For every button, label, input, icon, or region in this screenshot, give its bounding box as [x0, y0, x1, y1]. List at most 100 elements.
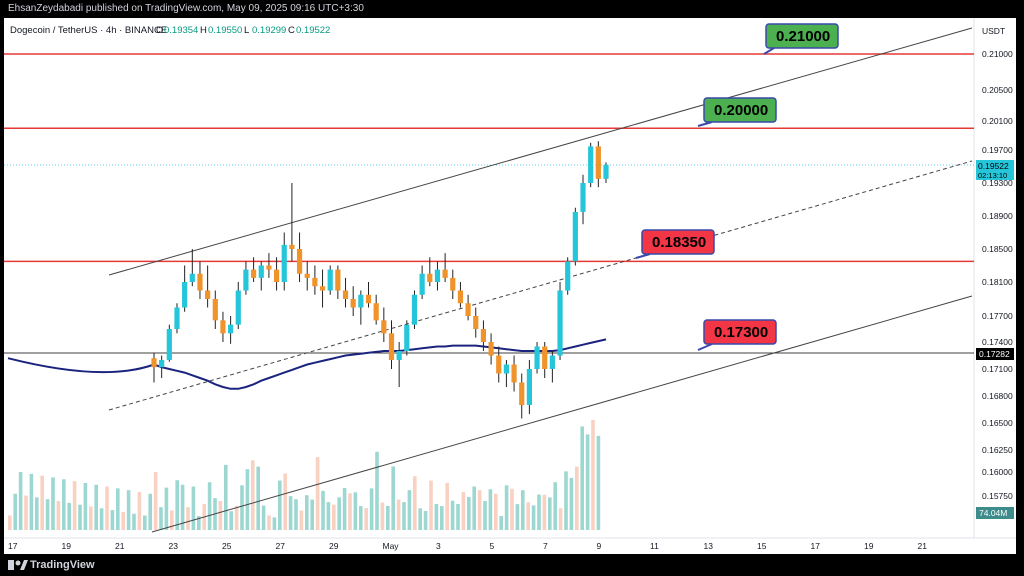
price-tick: 0.17400 — [982, 337, 1013, 347]
candle-body — [228, 324, 234, 334]
candle-body — [457, 290, 464, 304]
volume-bar — [35, 497, 39, 530]
price-ticks: 0.21000 0.20500 0.20100 0.19700 0.19300 0.189… — [982, 49, 1013, 501]
brand-bar: TradingView — [0, 554, 1024, 576]
candle-body — [427, 273, 433, 282]
candle-body — [565, 261, 571, 291]
candle-body — [197, 273, 203, 291]
volume-bar — [45, 499, 50, 530]
volume-bar — [591, 420, 595, 530]
volume-bar — [342, 488, 347, 530]
volume-bar — [364, 508, 368, 530]
volume-bar — [89, 506, 93, 530]
volume-bar — [310, 499, 314, 530]
price-tick: 0.18900 — [982, 211, 1013, 221]
candle-body — [327, 269, 333, 291]
level-badge-label: 0.21000 — [776, 28, 830, 45]
candle-body — [250, 269, 257, 278]
candle-body — [235, 290, 241, 325]
ma-price-badge — [976, 348, 1014, 360]
publisher-text: EhsanZeydabadi published on TradingView.… — [8, 3, 364, 14]
volume-bar — [83, 482, 88, 530]
candle-body — [572, 211, 578, 262]
candle-body — [411, 294, 418, 325]
candle-body — [442, 269, 448, 278]
price-tick: 0.20500 — [982, 85, 1013, 95]
candle-body — [159, 360, 165, 368]
volume-bar — [504, 485, 509, 530]
volume-bar — [8, 515, 12, 530]
volume-bars — [8, 420, 601, 530]
volume-bar — [126, 490, 131, 530]
candle-body — [542, 346, 548, 369]
volume-bar — [569, 477, 574, 530]
volume-bar — [375, 451, 379, 530]
candle-body — [373, 303, 379, 321]
volume-bar — [267, 515, 271, 530]
volume-bar — [542, 494, 547, 530]
volume-bar — [359, 506, 363, 530]
candle-body — [273, 269, 280, 282]
level-badge-label: 0.17300 — [714, 324, 768, 341]
volume-bar — [467, 497, 471, 530]
candle-body — [534, 346, 540, 369]
current-price-badge — [976, 160, 1014, 180]
volume-bar — [132, 513, 136, 530]
volume-bar — [116, 488, 120, 530]
volume-bar — [596, 435, 601, 530]
date-tick: 3 — [436, 541, 441, 551]
volume-bar — [386, 505, 390, 530]
date-tick: 21 — [115, 541, 125, 551]
volume-bar — [396, 499, 401, 530]
price-tick: 0.16000 — [982, 467, 1013, 477]
candle-body — [289, 244, 295, 249]
volume-bar — [450, 500, 455, 530]
price-tick: 0.17700 — [982, 311, 1013, 321]
level-badge — [765, 23, 839, 49]
candle-body — [419, 273, 425, 295]
volume-bar — [407, 490, 412, 530]
candle-body — [549, 355, 555, 369]
candle-body — [434, 269, 441, 282]
volume-bar — [148, 493, 152, 530]
volume-bar — [245, 469, 250, 530]
volume-bar — [40, 475, 44, 530]
volume-bar — [558, 508, 563, 530]
date-tick: 29 — [329, 541, 339, 551]
volume-bar — [13, 493, 17, 530]
chart-frame[interactable]: Dogecoin / TetherUS · 4h · BINANCE O 0.1… — [4, 18, 1016, 554]
candle-body — [358, 294, 364, 308]
volume-bar — [62, 479, 66, 530]
candle-body — [342, 290, 349, 299]
volume-bar — [18, 472, 23, 530]
level-badge — [703, 319, 777, 345]
candle-body — [258, 265, 264, 278]
symbol-title: Dogecoin / TetherUS · 4h · BINANCE — [10, 25, 167, 36]
date-tick: 11 — [650, 541, 659, 551]
volume-bar — [510, 488, 514, 530]
candle-body — [450, 277, 456, 291]
volume-bar — [499, 516, 503, 530]
volume-bar — [229, 511, 233, 530]
volume-bar — [526, 502, 530, 530]
price-chart[interactable]: Dogecoin / TetherUS · 4h · BINANCE O 0.1… — [4, 18, 1016, 554]
price-tick: 0.16800 — [982, 391, 1013, 401]
date-tick: 5 — [490, 541, 495, 551]
volume-bar — [537, 494, 541, 530]
level-badge-label: 0.20000 — [714, 102, 768, 119]
volume-bar — [261, 505, 266, 530]
date-tick: 21 — [918, 541, 928, 551]
volume-bar — [29, 473, 34, 530]
volume-bar — [553, 482, 557, 530]
ohlc-close: 0.19522 — [296, 25, 330, 36]
volume-bar — [197, 516, 201, 530]
volume-bar — [170, 510, 174, 530]
candle-body — [166, 329, 172, 360]
date-tick: 15 — [757, 541, 767, 551]
date-tick: 23 — [169, 541, 179, 551]
volume-bar — [445, 482, 449, 530]
channel-mid-line — [108, 160, 973, 411]
candle-body — [381, 320, 387, 334]
volume-bar — [78, 504, 82, 530]
volume-bar — [186, 507, 190, 530]
